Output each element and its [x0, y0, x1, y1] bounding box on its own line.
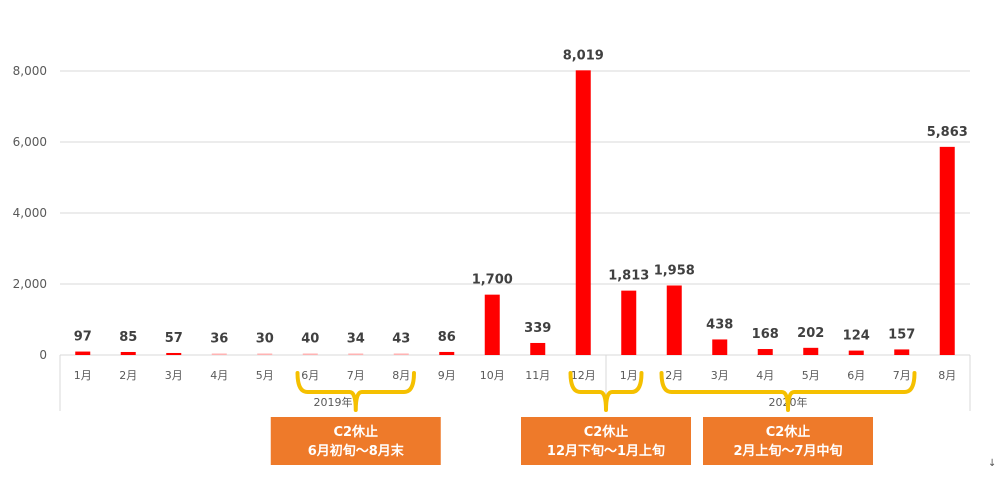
bar [75, 351, 91, 355]
gridlines [60, 70, 970, 356]
callout-period: 12月下旬～1月上旬 [547, 443, 665, 459]
bar [211, 353, 227, 355]
x-tick-label: 8月 [392, 369, 410, 382]
x-tick-label: 8月 [938, 369, 956, 382]
annotations: C2休止 6月初旬～8月末 C2休止 12月下旬～1月上旬 C2休止 2月上旬～7月中旬 [270, 371, 917, 465]
x-axis: 1月 2月 3月 4月 5月 6月 7月 8月 9月 10月 11月 12月 1月 2月 3月 4月 5月 6月 7… [59, 355, 971, 411]
y-tick-label: 2,000 [13, 277, 47, 291]
bar [757, 349, 773, 355]
callout-period: 2月上旬～7月中旬 [733, 443, 842, 459]
data-label: 157 [888, 327, 915, 342]
x-tick-label: 2月 [665, 369, 683, 382]
data-label: 57 [165, 331, 183, 346]
x-tick-label: 1月 [620, 369, 638, 382]
x-tick-label: 12月 [571, 369, 596, 382]
bar [302, 353, 318, 355]
callout-box [703, 417, 873, 465]
data-label: 168 [752, 327, 779, 342]
callout-title: C2休止 [333, 424, 378, 440]
data-label: 438 [706, 317, 733, 332]
x-tick-label: 6月 [301, 369, 319, 382]
bar [666, 285, 682, 355]
data-label: 97 [74, 330, 92, 345]
callout-period: 6月初旬～8月末 [308, 443, 405, 459]
bar [939, 146, 955, 355]
bar [575, 70, 591, 355]
bar [894, 349, 910, 355]
bar [439, 351, 455, 355]
data-label: 1,700 [472, 273, 513, 288]
bar [803, 347, 819, 355]
bar [621, 290, 637, 355]
bar [120, 351, 136, 355]
x-tick-label: 6月 [847, 369, 865, 382]
data-label: 1,958 [654, 263, 695, 278]
x-tick-label: 11月 [525, 369, 550, 382]
y-axis: 0 2,000 4,000 6,000 8,000 [13, 64, 47, 362]
bar [848, 350, 864, 355]
data-label: 339 [524, 321, 551, 336]
data-label: 8,019 [563, 48, 604, 63]
callout-title: C2休止 [766, 424, 811, 440]
bar [712, 339, 728, 355]
data-label: 43 [392, 331, 410, 346]
x-tick-label: 2月 [119, 369, 137, 382]
x-tick-label: 7月 [347, 369, 365, 382]
bar [166, 352, 182, 355]
bars [75, 70, 955, 355]
bar [393, 353, 409, 355]
data-label: 85 [119, 330, 137, 345]
bracket [295, 371, 416, 412]
data-label: 40 [301, 332, 319, 347]
x-tick-label: 4月 [756, 369, 774, 382]
x-tick-label: 10月 [480, 369, 505, 382]
y-tick-label: 0 [39, 348, 47, 362]
y-tick-label: 4,000 [13, 206, 47, 220]
footer-arrow-mark: ↓ [988, 458, 997, 469]
year-group-label: 2019年 [314, 395, 353, 409]
callout-box [521, 417, 691, 465]
callout-title: C2休止 [584, 424, 629, 440]
y-tick-label: 6,000 [13, 135, 47, 149]
x-tick-label: 5月 [802, 369, 820, 382]
data-label: 34 [347, 332, 365, 347]
data-label: 36 [210, 332, 228, 347]
data-label: 86 [438, 330, 456, 345]
bar [484, 294, 500, 355]
data-label: 1,813 [608, 269, 649, 284]
x-tick-label: 3月 [165, 369, 183, 382]
x-tick-label: 9月 [438, 369, 456, 382]
bracket [659, 371, 917, 412]
x-tick-label: 4月 [210, 369, 228, 382]
callout-box [270, 417, 441, 465]
y-tick-label: 8,000 [13, 64, 47, 78]
data-label: 30 [256, 332, 274, 347]
bar [348, 353, 364, 355]
bar [257, 353, 273, 355]
x-tick-label: 3月 [711, 369, 729, 382]
x-tick-label: 1月 [74, 369, 92, 382]
data-labels: 97 85 57 36 30 40 34 43 86 1,700 339 8,019 1,813 1,95… [74, 48, 968, 346]
data-label: 5,863 [927, 125, 968, 140]
bracket [568, 371, 644, 412]
bar [530, 342, 546, 355]
x-tick-label: 5月 [256, 369, 274, 382]
data-label: 124 [843, 329, 870, 344]
data-label: 202 [797, 326, 824, 341]
x-tick-label: 7月 [893, 369, 911, 382]
